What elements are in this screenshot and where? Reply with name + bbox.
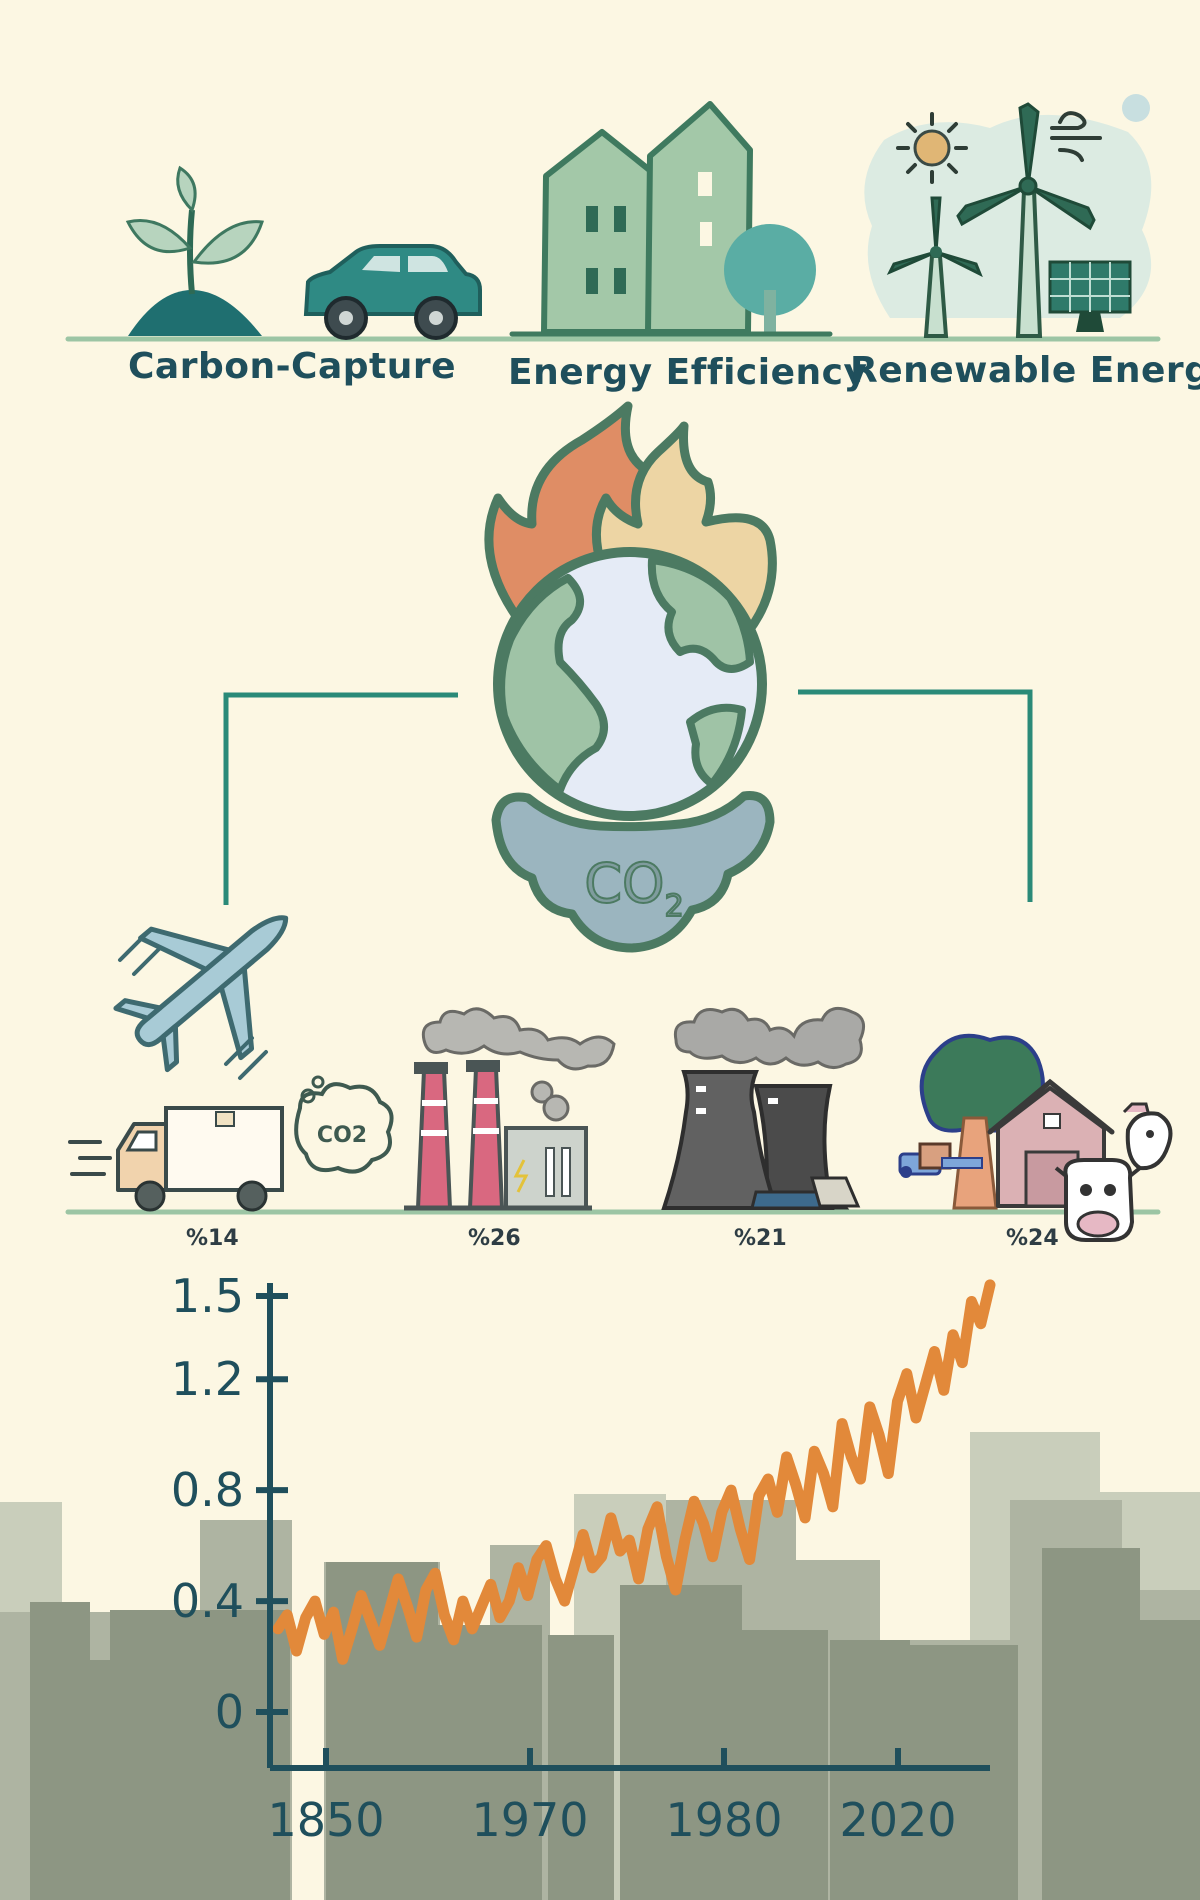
industry-percent: %26 <box>468 1226 521 1251</box>
sources-row: CO2 <box>65 915 1173 1242</box>
goat-icon <box>1122 1102 1173 1171</box>
y-tick-label: 0 <box>215 1685 244 1739</box>
renewables-icon <box>864 94 1152 338</box>
x-tick-label: 1970 <box>471 1793 588 1847</box>
y-tick-label: 0.8 <box>171 1463 244 1517</box>
co2-puff-icon: CO2 <box>294 1075 394 1174</box>
x-tick-label: 1850 <box>267 1793 384 1847</box>
sun-icon <box>896 112 968 184</box>
label-renewable-energy: Renewable Energy <box>850 350 1200 391</box>
label-carbon-capture: Carbon-Capture <box>128 346 457 387</box>
truck-icon <box>68 1106 284 1212</box>
wind-gust-icon <box>1050 111 1102 162</box>
connector-right <box>798 689 1033 902</box>
co2-cloud-label: CO2 <box>584 852 683 924</box>
co2-puff-label: CO2 <box>317 1123 367 1148</box>
sprout-icon <box>125 165 265 336</box>
y-tick-label: 1.5 <box>171 1269 244 1323</box>
label-energy-efficiency: Energy Efficiency <box>508 352 868 393</box>
factory-icon <box>404 1007 616 1211</box>
temperature-chart: 0 0.4 0.8 1.2 1.5 1850 1970 1980 2020 <box>171 1269 996 1847</box>
solar-panel-icon <box>1048 260 1132 332</box>
x-tick-label: 1980 <box>665 1793 782 1847</box>
agriculture-percent: %24 <box>1006 1226 1059 1251</box>
power-plant-icon <box>661 1006 866 1210</box>
burning-earth-icon: CO2 <box>484 401 777 953</box>
car-icon <box>303 244 482 340</box>
y-tick-label: 1.2 <box>171 1352 244 1406</box>
connector-left <box>223 692 458 905</box>
buildings-icon <box>509 101 833 337</box>
transport-percent: %14 <box>186 1226 239 1251</box>
tractor-icon <box>898 1142 983 1178</box>
agriculture-icon <box>898 1033 1173 1242</box>
temperature-series-line <box>272 1279 996 1665</box>
power-percent: %21 <box>734 1226 787 1251</box>
airplane-speed-lines <box>118 932 268 1080</box>
y-tick-label: 0.4 <box>171 1574 244 1628</box>
wind-turbine-small-icon <box>886 196 983 338</box>
connector-lines <box>223 689 1033 905</box>
cow-icon <box>1054 1158 1142 1242</box>
solutions-row <box>65 94 1161 342</box>
city-skyline <box>0 1432 1200 1900</box>
wind-turbine-large-icon <box>956 102 1096 338</box>
airplane-icon <box>113 915 289 1073</box>
x-tick-label: 2020 <box>839 1793 956 1847</box>
